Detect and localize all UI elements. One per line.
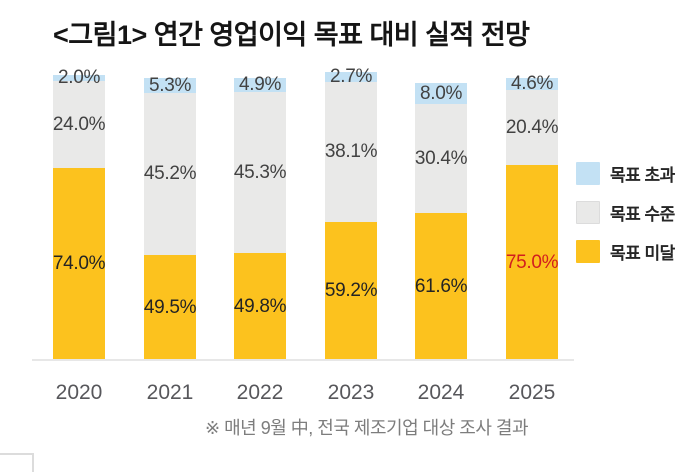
segment-below-2023	[325, 222, 377, 360]
x-tick-2021: 2021	[146, 381, 194, 404]
x-tick-2023: 2023	[327, 381, 375, 404]
value-label-meet-2021: 45.2%	[143, 163, 197, 184]
value-label-meet-2024: 30.4%	[414, 147, 468, 169]
bar-2020: 2.0% 24.0% 74.0%	[52, 67, 106, 360]
footnote: ※ 매년 9월 中, 전국 제조기업 대상 조사 결과	[205, 418, 529, 438]
value-label-below-2021: 49.5%	[143, 296, 197, 318]
value-label-below-2022: 49.8%	[233, 295, 287, 317]
bar-2024: 8.0% 30.4% 61.6%	[415, 83, 467, 360]
segment-below-2020	[53, 168, 105, 360]
segment-meet-2025	[506, 90, 558, 165]
x-tick-2020: 2020	[55, 381, 103, 404]
x-tick-2022: 2022	[236, 381, 284, 404]
value-label-below-2023: 59.2%	[324, 280, 378, 301]
segment-exceed-2020	[53, 75, 105, 81]
legend-label-meet-target: 목표 수준	[610, 205, 675, 224]
bar-2022: 4.9% 45.3% 49.8%	[233, 74, 287, 360]
segment-exceed-2024	[415, 83, 467, 104]
bar-2023: 2.7% 38.1% 59.2%	[324, 66, 378, 360]
legend-item-below-target: 목표 미달	[576, 239, 675, 264]
segment-below-2021	[144, 255, 196, 360]
legend-item-meet-target: 목표 수준	[576, 200, 675, 225]
bar-2025: 4.6% 20.4% 75.0%	[505, 73, 559, 360]
x-axis-line	[32, 359, 574, 361]
segment-meet-2024	[415, 104, 467, 213]
legend-swatch-meet-target	[576, 201, 600, 224]
segment-meet-2020	[53, 81, 105, 168]
value-label-meet-2023: 38.1%	[324, 141, 378, 162]
segment-exceed-2021	[144, 78, 196, 93]
legend-swatch-exceed-target	[576, 162, 600, 185]
value-label-meet-2020: 24.0%	[52, 113, 106, 135]
legend-swatch-below-target	[576, 240, 600, 263]
segment-meet-2023	[325, 82, 377, 222]
value-label-exceed-2022: 4.9%	[238, 74, 282, 95]
segment-below-2022	[234, 253, 286, 360]
value-label-exceed-2023: 2.7%	[329, 66, 373, 87]
segment-exceed-2022	[234, 78, 286, 92]
segment-meet-2022	[234, 92, 286, 253]
legend-item-exceed-target: 목표 초과	[576, 161, 675, 186]
segment-exceed-2023	[325, 72, 377, 82]
value-label-exceed-2025: 4.6%	[510, 73, 554, 94]
legend: 목표 초과 목표 수준 목표 미달	[576, 161, 675, 278]
segment-below-2024	[415, 213, 467, 360]
value-label-exceed-2021: 5.3%	[148, 74, 192, 96]
legend-label-exceed-target: 목표 초과	[610, 166, 675, 185]
value-label-below-2024: 61.6%	[414, 275, 468, 297]
corner-decoration	[0, 453, 34, 472]
value-label-exceed-2024: 8.0%	[419, 82, 463, 104]
value-label-meet-2022: 45.3%	[233, 161, 287, 183]
legend-label-below-target: 목표 미달	[610, 244, 675, 263]
segment-below-2025	[506, 165, 558, 360]
value-label-exceed-2020: 2.0%	[57, 67, 101, 88]
segment-exceed-2025	[506, 78, 558, 90]
x-tick-2025: 2025	[508, 381, 556, 404]
value-label-below-2020: 74.0%	[52, 253, 106, 274]
value-label-meet-2025: 20.4%	[505, 116, 559, 138]
x-tick-2024: 2024	[417, 381, 465, 404]
bar-2021: 5.3% 45.2% 49.5%	[143, 74, 197, 360]
value-label-below-2025: 75.0%	[505, 251, 559, 273]
chart-title: <그림1> 연간 영업이익 목표 대비 실적 전망	[53, 20, 530, 50]
segment-meet-2021	[144, 93, 196, 255]
